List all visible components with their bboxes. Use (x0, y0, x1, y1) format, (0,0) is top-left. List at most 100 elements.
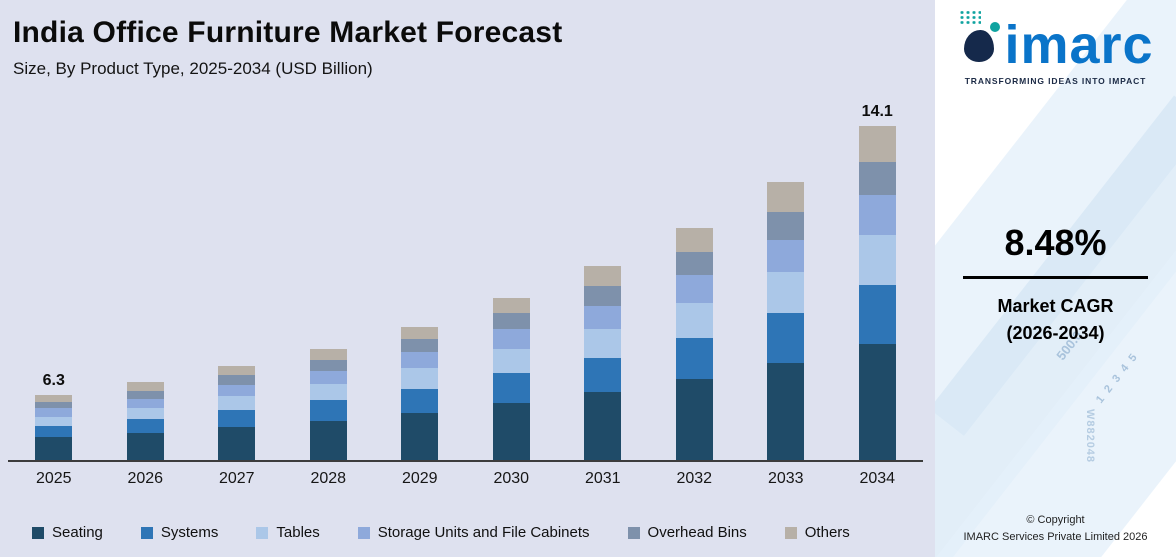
bar-segment-others (126, 382, 164, 392)
bar-column-2029 (374, 100, 466, 460)
bar-segment-overhead-bins (675, 251, 713, 276)
teal-dot-grid-icon (959, 10, 982, 25)
cagr-years: (2026-2034) (1006, 323, 1105, 343)
bar-segment-tables (584, 328, 622, 358)
bar-segment-others (35, 395, 73, 403)
legend-item-seating: Seating (32, 524, 103, 541)
bar-segment-others (309, 349, 347, 360)
bar-segment-storage-units-and-file-cabinets (675, 275, 713, 303)
stacked-bar-2025 (35, 395, 73, 460)
legend-swatch-storage-units-and-file-cabinets (357, 526, 370, 539)
bar-segment-overhead-bins (309, 359, 347, 371)
bar-segment-storage-units-and-file-cabinets (858, 194, 896, 235)
x-axis-label-2033: 2033 (767, 470, 804, 487)
cagr-divider (963, 276, 1148, 279)
chart-title: India Office Furniture Market Forecast (13, 16, 563, 49)
stacked-bar-2034 (858, 126, 896, 460)
bar-segment-overhead-bins (218, 374, 256, 385)
bar-segment-tables (858, 234, 896, 285)
copyright-line1: © Copyright (1026, 514, 1085, 526)
teal-dot-icon (990, 22, 1001, 32)
bar-value-label-2025: 6.3 (42, 372, 65, 389)
bar-segment-systems (35, 425, 73, 438)
bars-row: 6.3 14.1 (8, 100, 923, 462)
bar-column-2028 (283, 100, 375, 460)
bar-segment-systems (492, 373, 530, 403)
bar-segment-systems (126, 419, 164, 433)
bar-segment-storage-units-and-file-cabinets (767, 240, 805, 273)
bar-segment-others (218, 366, 256, 375)
legend-label-overhead-bins: Overhead Bins (647, 524, 747, 541)
bar-column-2025: 6.3 (8, 100, 100, 460)
bar-segment-seating (35, 437, 73, 460)
x-axis-label-2025: 2025 (35, 470, 72, 487)
bar-segment-overhead-bins (35, 402, 73, 409)
logo-tagline: TRANSFORMING IDEAS INTO IMPACT (964, 76, 1147, 86)
cagr-value: 8.48% (1004, 222, 1107, 263)
legend-swatch-overhead-bins (627, 526, 640, 539)
bar-segment-seating (767, 362, 805, 460)
legend-swatch-tables (256, 526, 269, 539)
legend-label-storage-units-and-file-cabinets: Storage Units and File Cabinets (377, 524, 590, 541)
bar-segment-systems (584, 357, 622, 392)
legend-item-systems: Systems (140, 524, 218, 541)
legend-label-seating: Seating (52, 524, 103, 541)
bar-column-2032 (649, 100, 741, 460)
bar-segment-tables (309, 384, 347, 401)
bar-segment-storage-units-and-file-cabinets (309, 370, 347, 385)
bar-segment-overhead-bins (126, 391, 164, 399)
bar-segment-others (858, 126, 896, 162)
bar-segment-systems (675, 338, 713, 380)
stacked-bar-2028 (309, 349, 347, 460)
bar-segment-others (675, 228, 713, 252)
bar-segment-tables (401, 368, 439, 390)
bar-segment-seating (584, 391, 622, 460)
bar-segment-systems (858, 284, 896, 344)
bar-column-2030 (466, 100, 558, 460)
stacked-bar-2026 (126, 382, 164, 460)
chart-subtitle: Size, By Product Type, 2025-2034 (USD Bi… (13, 59, 373, 78)
bar-segment-seating (858, 343, 896, 460)
chart-area: 6.3 14.1 2025 2026 2027 2028 2029 2030 2031 2032… (8, 100, 923, 487)
x-axis-label-2027: 2027 (218, 470, 255, 487)
bar-segment-overhead-bins (401, 338, 439, 353)
legend-swatch-others (784, 526, 797, 539)
imarc-logo-icon (957, 8, 1001, 66)
bar-segment-storage-units-and-file-cabinets (126, 398, 164, 408)
x-axis-label-2029: 2029 (401, 470, 438, 487)
legend-swatch-systems (140, 526, 153, 539)
cagr-label: Market CAGR (997, 296, 1114, 316)
bar-column-2026 (100, 100, 192, 460)
bar-segment-tables (126, 407, 164, 420)
legend-item-storage-units-and-file-cabinets: Storage Units and File Cabinets (357, 524, 590, 541)
imarc-logo: imarc TRANSFORMING IDEAS INTO IMPACT (935, 8, 1176, 86)
bar-segment-seating (126, 432, 164, 460)
bar-segment-others (767, 182, 805, 213)
bar-segment-systems (218, 409, 256, 428)
legend-swatch-seating (32, 526, 44, 539)
bar-segment-tables (675, 302, 713, 339)
bar-segment-seating (309, 420, 347, 460)
bar-column-2031 (557, 100, 649, 460)
x-axis-label-2031: 2031 (584, 470, 621, 487)
bar-segment-systems (401, 389, 439, 413)
bar-column-2034: 14.1 (832, 100, 924, 460)
bar-segment-others (584, 266, 622, 286)
chart-panel: India Office Furniture Market Forecast S… (0, 0, 935, 557)
bar-segment-systems (309, 400, 347, 421)
bar-segment-seating (492, 402, 530, 460)
bar-segment-storage-units-and-file-cabinets (218, 384, 256, 397)
x-axis-label-2028: 2028 (310, 470, 347, 487)
legend-label-others: Others (804, 524, 850, 541)
bar-segment-seating (675, 379, 713, 460)
legend-item-overhead-bins: Overhead Bins (627, 524, 747, 541)
bar-segment-overhead-bins (767, 212, 805, 241)
bar-segment-storage-units-and-file-cabinets (401, 352, 439, 369)
x-axis-label-2030: 2030 (493, 470, 530, 487)
bar-segment-storage-units-and-file-cabinets (584, 305, 622, 329)
stacked-bar-2030 (492, 298, 530, 460)
bar-column-2033 (740, 100, 832, 460)
imarc-logo-text: imarc (1004, 15, 1154, 75)
x-axis-labels: 2025 2026 2027 2028 2029 2030 2031 2032 2033 2034 (8, 470, 923, 488)
